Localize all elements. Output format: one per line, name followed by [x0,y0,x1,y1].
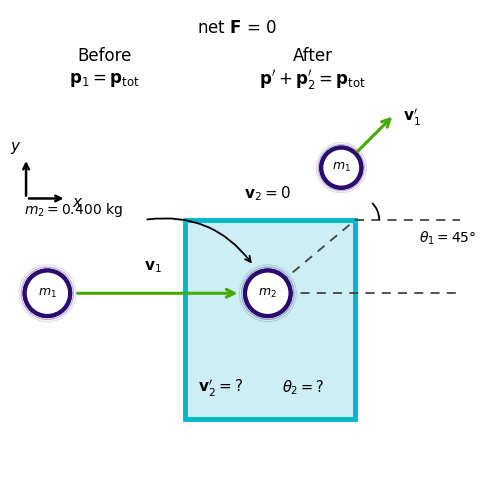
Circle shape [323,149,360,186]
Text: $\theta_2 = ?$: $\theta_2 = ?$ [282,379,325,397]
Text: $\theta_1 = 45°$: $\theta_1 = 45°$ [419,230,477,247]
Text: $y$: $y$ [10,140,21,156]
Text: $\mathbf{v}_1$: $\mathbf{v}_1$ [144,260,162,275]
Text: $m_1$: $m_1$ [38,287,57,300]
Text: $m_2 = 0.400\ \mathrm{kg}$: $m_2 = 0.400\ \mathrm{kg}$ [24,201,123,219]
Text: $\mathbf{v}_2 = 0$: $\mathbf{v}_2 = 0$ [244,185,291,203]
Text: $\mathbf{v}_2' = ?$: $\mathbf{v}_2' = ?$ [198,377,243,398]
Text: $\mathbf{p}' + \mathbf{p}_2' = \mathbf{p}_\mathrm{tot}$: $\mathbf{p}' + \mathbf{p}_2' = \mathbf{p… [260,68,366,92]
Text: net $\mathbf{F}$ = 0: net $\mathbf{F}$ = 0 [197,19,277,37]
Text: $\mathbf{v}_1'$: $\mathbf{v}_1'$ [403,107,421,128]
Text: $m_2$: $m_2$ [259,287,277,300]
Text: $\mathbf{p}_1 = \mathbf{p}_\mathrm{tot}$: $\mathbf{p}_1 = \mathbf{p}_\mathrm{tot}$ [69,71,140,89]
Bar [185,220,356,419]
Circle shape [26,272,69,315]
Text: $m_1$: $m_1$ [332,161,351,174]
Text: Before: Before [77,47,131,65]
Text: $x$: $x$ [72,195,84,210]
Text: After: After [293,47,333,65]
Circle shape [246,272,289,315]
